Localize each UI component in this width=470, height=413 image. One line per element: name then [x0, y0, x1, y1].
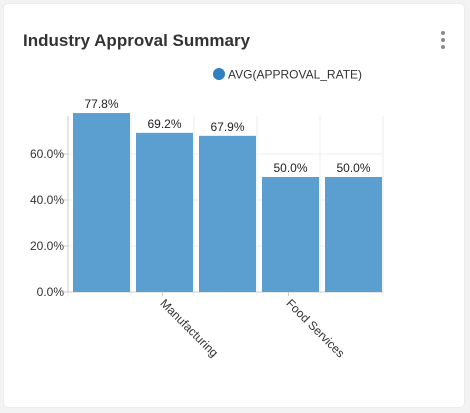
menu-dot	[441, 38, 445, 42]
menu-dot	[441, 31, 445, 35]
bar	[136, 132, 193, 292]
x-tick-label: Manufacturing	[157, 296, 221, 360]
bar-value-label: 50.0%	[273, 161, 307, 175]
bar-value-label: 77.8%	[84, 97, 118, 111]
legend-label: AVG(APPROVAL_RATE)	[228, 68, 362, 82]
x-tick-label: Food Services	[283, 296, 347, 360]
menu-dot	[441, 45, 445, 49]
legend-marker	[213, 68, 225, 80]
y-tick-label: 60.0%	[30, 147, 64, 161]
bar	[262, 177, 319, 292]
bar	[73, 113, 130, 292]
y-tick-label: 20.0%	[30, 239, 64, 253]
vertical-ellipsis-icon[interactable]	[434, 28, 452, 52]
y-tick-label: 0.0%	[37, 285, 65, 299]
bar-value-label: 50.0%	[336, 161, 370, 175]
bar	[325, 177, 382, 292]
chart-title: Industry Approval Summary	[23, 31, 251, 50]
bar-value-label: 67.9%	[210, 120, 244, 134]
bar	[199, 135, 256, 292]
y-tick-label: 40.0%	[30, 193, 64, 207]
bar-value-label: 69.2%	[147, 117, 181, 131]
